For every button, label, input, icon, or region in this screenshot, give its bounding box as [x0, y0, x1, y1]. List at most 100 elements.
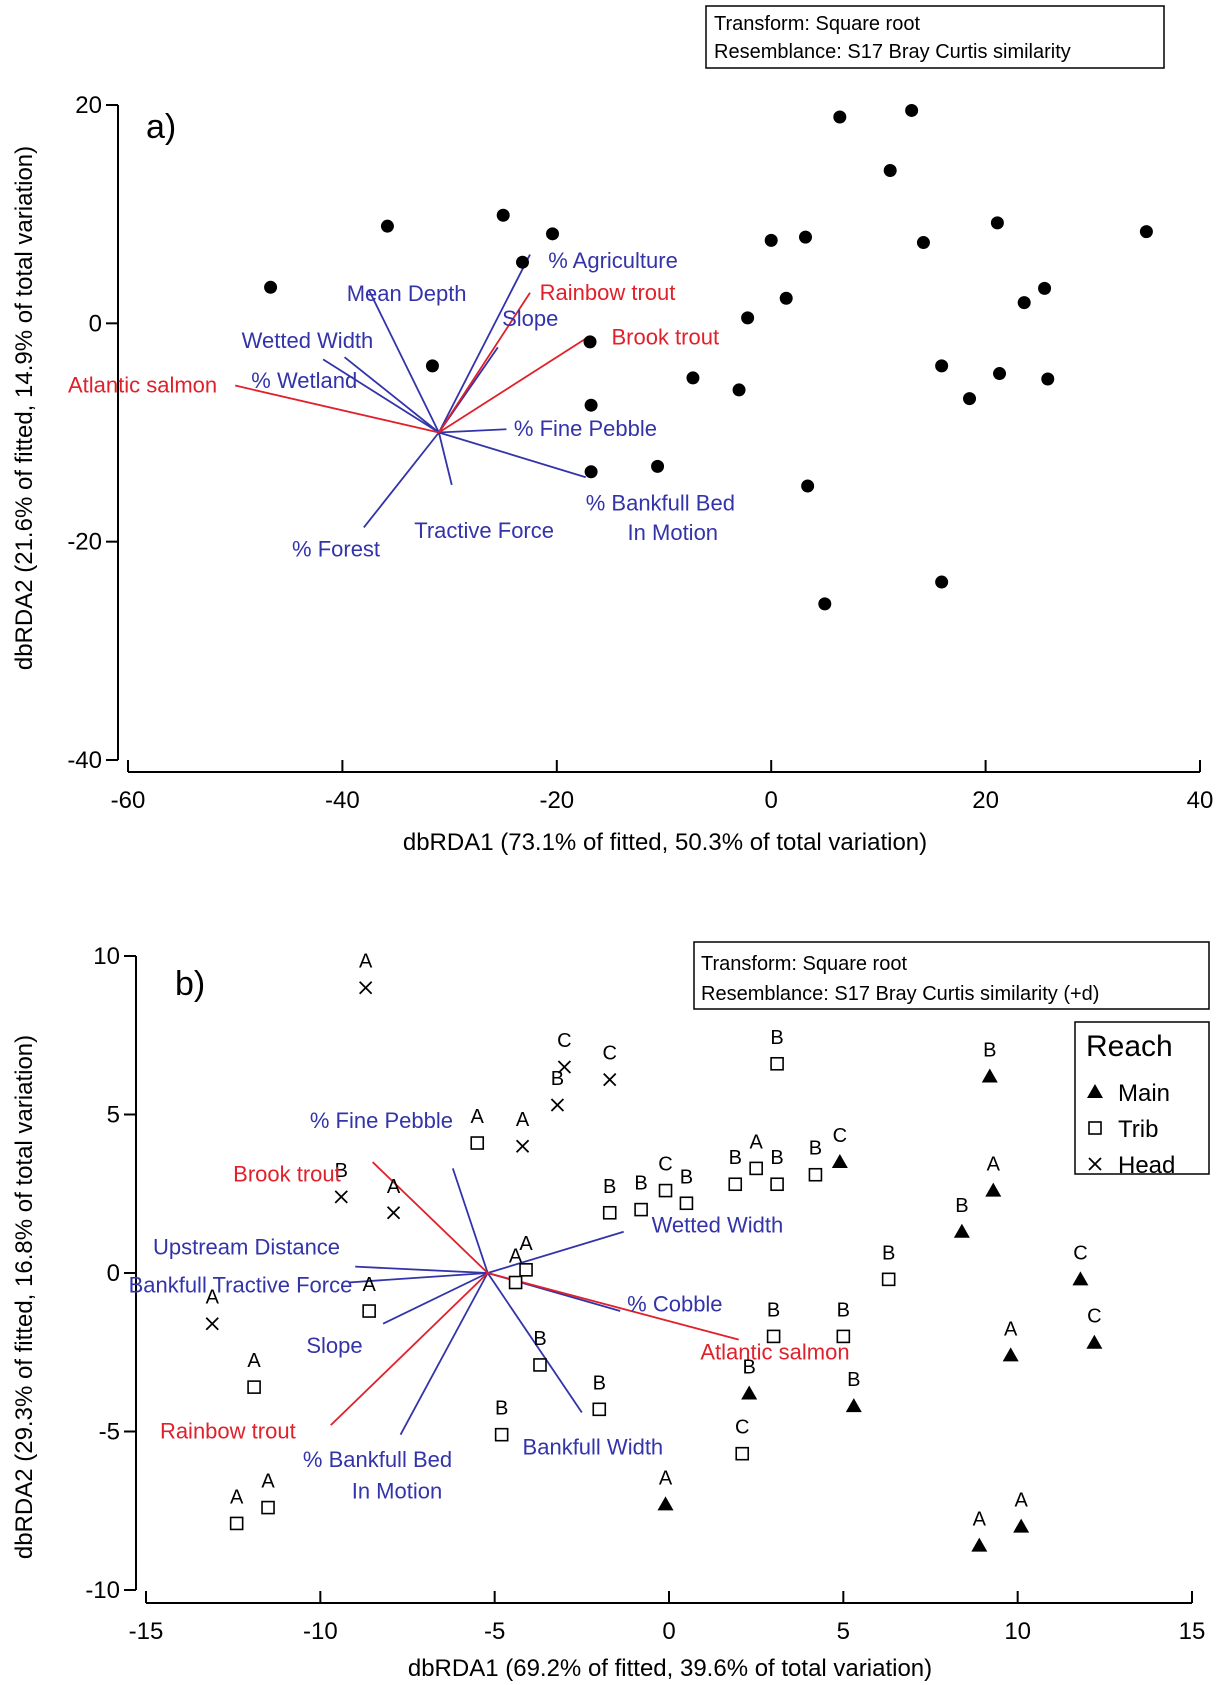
point-head-stroke	[359, 981, 373, 995]
point-label: B	[837, 1299, 850, 1321]
point-label: B	[634, 1173, 647, 1195]
x-tick-label: -20	[539, 787, 574, 814]
env-vector-label: % Wetland	[251, 368, 357, 393]
point-main	[741, 1385, 758, 1400]
point-label: B	[729, 1147, 742, 1169]
point-head-stroke	[550, 1098, 565, 1112]
point-label: B	[743, 1356, 756, 1378]
point-trib	[728, 1177, 743, 1192]
point-trib	[229, 1516, 244, 1531]
data-point	[496, 208, 510, 222]
data-point	[963, 392, 977, 406]
data-point	[779, 291, 793, 305]
panel-a: Transform: Square root Resemblance: S17 …	[11, 5, 1213, 856]
point-label: B	[335, 1160, 348, 1182]
point-trib	[749, 1161, 763, 1176]
point-main	[1002, 1347, 1019, 1362]
point-head-stroke	[557, 1060, 572, 1074]
info-box-border	[705, 5, 1165, 69]
point-label: B	[767, 1299, 780, 1321]
y-tick-label: -10	[85, 1577, 120, 1604]
legend-marker-stroke	[1088, 1157, 1102, 1171]
point-head-stroke	[205, 1317, 219, 1331]
env-vector-label: In Motion	[628, 520, 719, 545]
species-vector-label: Rainbow trout	[160, 1419, 296, 1444]
data-point	[799, 230, 813, 244]
point-label: A	[247, 1350, 261, 1372]
env-vector-label: Wetted Width	[242, 328, 374, 353]
point-head	[359, 981, 373, 995]
env-vector-label: In Motion	[352, 1479, 443, 1504]
x-tick-label: -40	[325, 787, 360, 814]
point-label: A	[749, 1131, 763, 1153]
point-trib	[508, 1275, 523, 1290]
env-vector-label: Tractive Force	[414, 518, 554, 543]
env-vector-label: % Forest	[292, 536, 380, 561]
point-trib	[261, 1500, 275, 1515]
point-label: B	[551, 1068, 564, 1090]
data-point	[905, 103, 919, 117]
point-label: B	[882, 1242, 895, 1264]
point-label: B	[955, 1195, 968, 1217]
point-label: B	[847, 1369, 860, 1391]
data-point	[935, 359, 949, 373]
point-label: C	[1073, 1242, 1087, 1264]
x-tick-label: -5	[484, 1618, 505, 1645]
point-label: B	[983, 1039, 996, 1061]
point-main	[1013, 1518, 1030, 1533]
data-point	[264, 280, 278, 294]
point-trib	[836, 1329, 851, 1344]
species-vector-label: Atlantic salmon	[700, 1339, 849, 1364]
data-point	[425, 359, 439, 373]
info-box-b: Transform: Square root Resemblance: S17 …	[693, 941, 1210, 1010]
point-trib	[634, 1202, 648, 1217]
point-main	[657, 1496, 674, 1511]
data-point	[583, 335, 597, 349]
panel-label: a)	[146, 108, 176, 146]
point-head	[557, 1060, 572, 1074]
info-box-line-1: Transform: Square root	[701, 953, 907, 975]
data-point	[1038, 281, 1052, 295]
species-vector	[487, 1272, 739, 1341]
data-point	[380, 219, 394, 233]
env-vector	[438, 431, 587, 479]
point-head	[386, 1206, 401, 1220]
data-point	[584, 465, 598, 479]
data-point	[818, 597, 832, 611]
env-vector-label: Bankfull Tractive Force	[129, 1273, 353, 1298]
env-vector-label: % Bankfull Bed	[303, 1447, 452, 1472]
env-vector-label: % Bankfull Bed	[586, 490, 735, 515]
point-label: C	[735, 1417, 749, 1439]
point-label: A	[509, 1246, 523, 1268]
point-trib	[735, 1446, 750, 1461]
data-point	[515, 255, 529, 269]
y-tick-label: 5	[107, 1102, 120, 1129]
point-trib	[592, 1402, 607, 1417]
env-vector-label: Slope	[306, 1333, 362, 1358]
x-tick-label: -10	[303, 1618, 338, 1645]
point-trib	[770, 1056, 784, 1071]
species-vector-label: Brook trout	[233, 1162, 341, 1187]
data-point	[732, 383, 746, 397]
point-label: B	[603, 1176, 616, 1198]
panel-label: b)	[175, 965, 205, 1003]
info-box-line-1: Transform: Square root	[714, 13, 920, 35]
point-label: A	[261, 1471, 275, 1493]
legend-marker-head	[1088, 1157, 1102, 1171]
data-point	[546, 227, 560, 241]
point-main	[831, 1154, 848, 1169]
x-tick-label: 15	[1179, 1618, 1206, 1645]
data-point	[916, 236, 930, 250]
data-point	[833, 110, 847, 124]
point-label: B	[593, 1372, 606, 1394]
point-main	[1086, 1334, 1103, 1349]
data-point	[764, 233, 778, 247]
env-vector	[487, 1230, 624, 1274]
point-head	[334, 1190, 348, 1204]
data-point	[993, 367, 1007, 381]
x-tick-label: -15	[129, 1618, 164, 1645]
species-vector	[330, 1272, 489, 1426]
y-axis-title: dbRDA2 (21.6% of fitted, 14.9% of total …	[11, 146, 38, 670]
